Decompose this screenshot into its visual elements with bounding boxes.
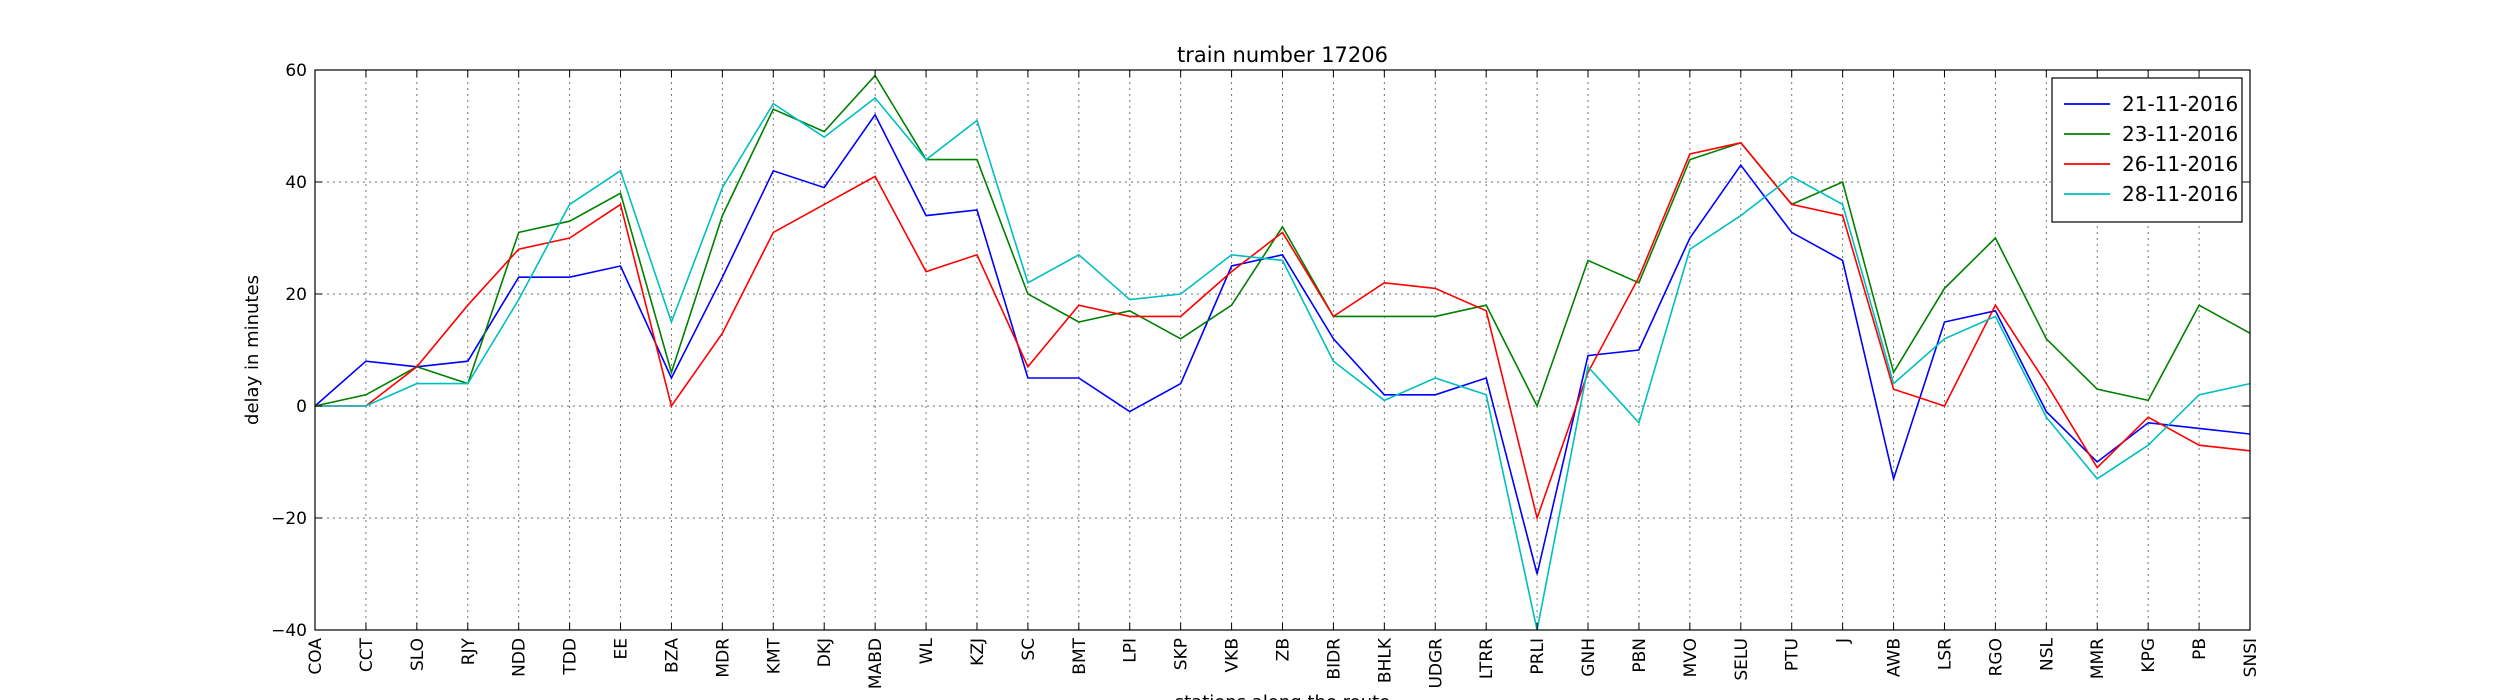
legend-entry: 23-11-2016 [2122,122,2238,146]
axis-ticks: COA CCT SLO RJY NDD TDD EE BZA MDR KMT DKJ MABD WL KZ… [271,61,2261,689]
legend-entry: 28-11-2016 [2122,182,2238,206]
x-tick-label: SLO [408,638,428,671]
grid [315,70,2250,630]
x-tick-label: PBN [1630,638,1650,673]
x-tick-label: BIDR [1324,638,1344,680]
legend-entry: 21-11-2016 [2122,92,2238,116]
x-tick-label: VKB [1223,638,1243,672]
x-tick-label: MDR [713,638,733,678]
x-tick-label: KMT [764,637,784,674]
y-tick-label: −20 [271,509,307,529]
x-tick-label: BMT [1070,637,1090,674]
x-tick-label: KPG [2139,638,2159,673]
x-tick-label: MMR [2088,638,2108,679]
x-tick-label: J [1834,638,1854,644]
x-tick-label: RJY [459,637,479,665]
y-tick-label: 60 [285,61,307,81]
x-tick-label: SKP [1172,638,1192,670]
x-axis-label: stations along the route [1175,692,1390,700]
x-tick-label: PB [2190,638,2210,660]
legend-box [2051,77,2243,223]
x-tick-label: NSL [2037,637,2057,671]
x-tick-label: WL [917,637,937,664]
x-tick-label: MABD [866,638,886,689]
x-tick-label: NDD [510,638,530,677]
x-tick-label: SC [1019,638,1039,661]
legend: 21-11-2016 23-11-2016 26-11-2016 28-11-2016 [2051,77,2243,223]
y-axis-label: delay in minutes [242,275,263,425]
x-tick-label: LPI [1121,638,1141,663]
x-tick-label: LTRR [1477,638,1497,679]
legend-entry: 26-11-2016 [2122,152,2238,176]
series-line [314,74,2251,409]
series-line [315,96,2251,631]
x-tick-label: EE [612,638,632,659]
y-tick-label: 20 [285,285,307,305]
series-line [314,113,2251,575]
x-tick-label: PTU [1783,638,1803,671]
x-tick-label: SELU [1732,638,1752,681]
x-tick-label: TDD [561,638,581,676]
x-tick-label: PRLI [1528,638,1548,675]
x-tick-label: LSR [1935,638,1955,670]
x-tick-label: RGO [1986,638,2006,676]
x-tick-label: BHLK [1375,637,1395,683]
x-tick-label: SNSI [2241,638,2261,677]
series-line [315,141,2251,521]
x-tick-label: COA [306,638,326,675]
x-tick-label: UDGR [1426,638,1446,689]
x-tick-label: ZB [1274,638,1294,661]
chart-title: train number 17206 [1177,43,1388,67]
y-tick-label: 40 [285,173,307,193]
x-tick-label: GNH [1579,638,1599,677]
series-lines [314,74,2251,631]
y-tick-label: −40 [271,621,307,641]
x-tick-label: AWB [1885,638,1905,677]
x-tick-label: KZJ [968,638,988,666]
x-tick-label: CCT [357,637,377,672]
y-tick-label: 0 [296,397,307,417]
x-tick-label: BZA [662,638,682,673]
x-tick-label: DKJ [815,638,835,667]
x-tick-label: MVO [1681,638,1701,677]
